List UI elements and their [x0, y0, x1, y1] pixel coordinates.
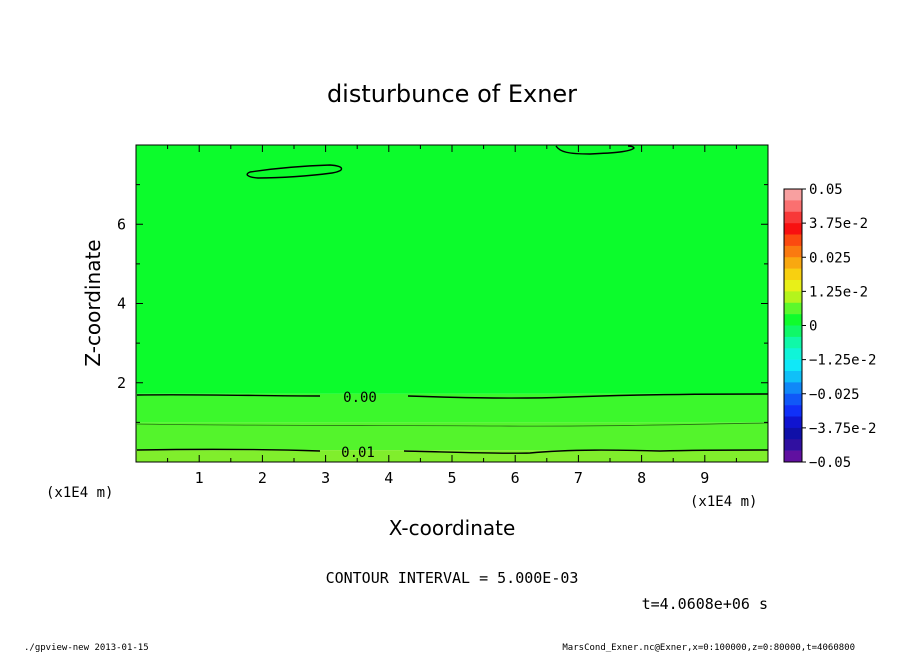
axis-ticks — [136, 145, 768, 462]
colorbar-swatch-19 — [784, 405, 802, 417]
colorbar-swatch-3 — [784, 223, 802, 235]
colorbar-swatch-6 — [784, 257, 802, 269]
colorbar-swatch-7 — [784, 268, 802, 281]
colorbar-swatch-13 — [784, 336, 802, 349]
contour-line-mid — [136, 422, 769, 427]
contour-closed-top-right — [555, 145, 635, 155]
contour-lines — [136, 145, 769, 454]
y-axis-title: Z-coordinate — [81, 239, 105, 366]
y-tick-label-4: 4 — [117, 295, 126, 313]
colorbar-swatch-20 — [784, 416, 802, 429]
y-tick-label-2: 2 — [117, 374, 126, 392]
x-axis-title: X-coordinate — [389, 516, 516, 540]
colorbar-labels: 0.05 3.75e-2 0.025 1.25e-2 0 −1.25e-2 −0.025 −3… — [802, 182, 876, 471]
colorbar-swatch-18 — [784, 393, 802, 406]
colorbar-label-1: 3.75e-2 — [809, 216, 868, 232]
x-tick-label-8: 8 — [637, 469, 646, 487]
colorbar-label-2: 0.025 — [809, 250, 851, 266]
colorbar-swatch-21 — [784, 427, 802, 440]
x-tick-label-4: 4 — [384, 469, 393, 487]
colorbar-swatch-14 — [784, 348, 802, 360]
x-tick-label-2: 2 — [258, 469, 267, 487]
colorbar-label-6: −0.025 — [809, 387, 860, 403]
x-tick-label-3: 3 — [321, 469, 330, 487]
colorbar-swatch-16 — [784, 371, 802, 383]
colorbar: 0.05 3.75e-2 0.025 1.25e-2 0 −1.25e-2 −0.025 −3… — [783, 182, 876, 471]
x-tick-label-5: 5 — [447, 469, 456, 487]
contour-line-0-00 — [136, 393, 769, 399]
colorbar-swatch-2 — [784, 211, 802, 224]
x-tick-label-7: 7 — [574, 469, 583, 487]
contour-interval-text: CONTOUR INTERVAL = 5.000E-03 — [326, 569, 579, 587]
colorbar-label-0: 0.05 — [809, 182, 843, 198]
y-axis-unit: (x1E4 m) — [46, 485, 113, 501]
colorbar-swatch-17 — [784, 382, 802, 395]
x-tick-label-1: 1 — [195, 469, 204, 487]
filled-contour-bands — [136, 145, 768, 462]
colorbar-swatch-9 — [784, 291, 802, 304]
contour-band-2 — [136, 422, 768, 451]
footer-left: ./gpview-new 2013-01-15 — [24, 643, 149, 653]
colorbar-swatch-15 — [784, 359, 802, 372]
colorbar-swatch-10 — [784, 302, 802, 315]
x-tick-label-6: 6 — [511, 469, 520, 487]
colorbar-swatch-1 — [784, 200, 802, 213]
contour-label-0-01: 0.01 — [341, 445, 375, 461]
colorbar-swatches — [784, 189, 802, 463]
colorbar-label-4: 0 — [809, 319, 817, 335]
colorbar-swatch-12 — [784, 325, 802, 338]
plot-area: 0.00 0.01 — [135, 144, 769, 463]
y-tick-labels: 2 4 6 — [117, 215, 126, 392]
colorbar-swatch-23 — [784, 450, 802, 463]
colorbar-swatch-11 — [784, 314, 802, 326]
contour-closed-upper-left — [246, 164, 343, 179]
chart-title: disturbunce of Exner — [327, 80, 577, 108]
colorbar-swatch-4 — [784, 234, 802, 247]
colorbar-label-8: −0.05 — [809, 455, 851, 471]
colorbar-label-7: −3.75e-2 — [809, 421, 876, 437]
footer-right: MarsCond_Exner.nc@Exner,x=0:100000,z=0:8… — [562, 643, 855, 653]
colorbar-label-3: 1.25e-2 — [809, 284, 868, 300]
colorbar-label-5: −1.25e-2 — [809, 353, 876, 369]
contour-band-0 — [136, 145, 768, 394]
time-text: t=4.0608e+06 s — [642, 595, 768, 613]
colorbar-swatch-0 — [784, 189, 802, 201]
colorbar-swatch-22 — [784, 439, 802, 451]
contour-band-1 — [136, 393, 768, 423]
x-axis-unit: (x1E4 m) — [690, 494, 757, 510]
x-tick-label-9: 9 — [700, 469, 709, 487]
y-tick-label-6: 6 — [117, 215, 126, 233]
colorbar-swatch-5 — [784, 245, 802, 258]
contour-line-0-01 — [136, 448, 769, 454]
colorbar-swatch-8 — [784, 280, 802, 292]
x-tick-labels: 1 2 3 4 5 6 7 8 9 — [195, 469, 710, 487]
contour-label-0-00: 0.00 — [343, 390, 377, 406]
